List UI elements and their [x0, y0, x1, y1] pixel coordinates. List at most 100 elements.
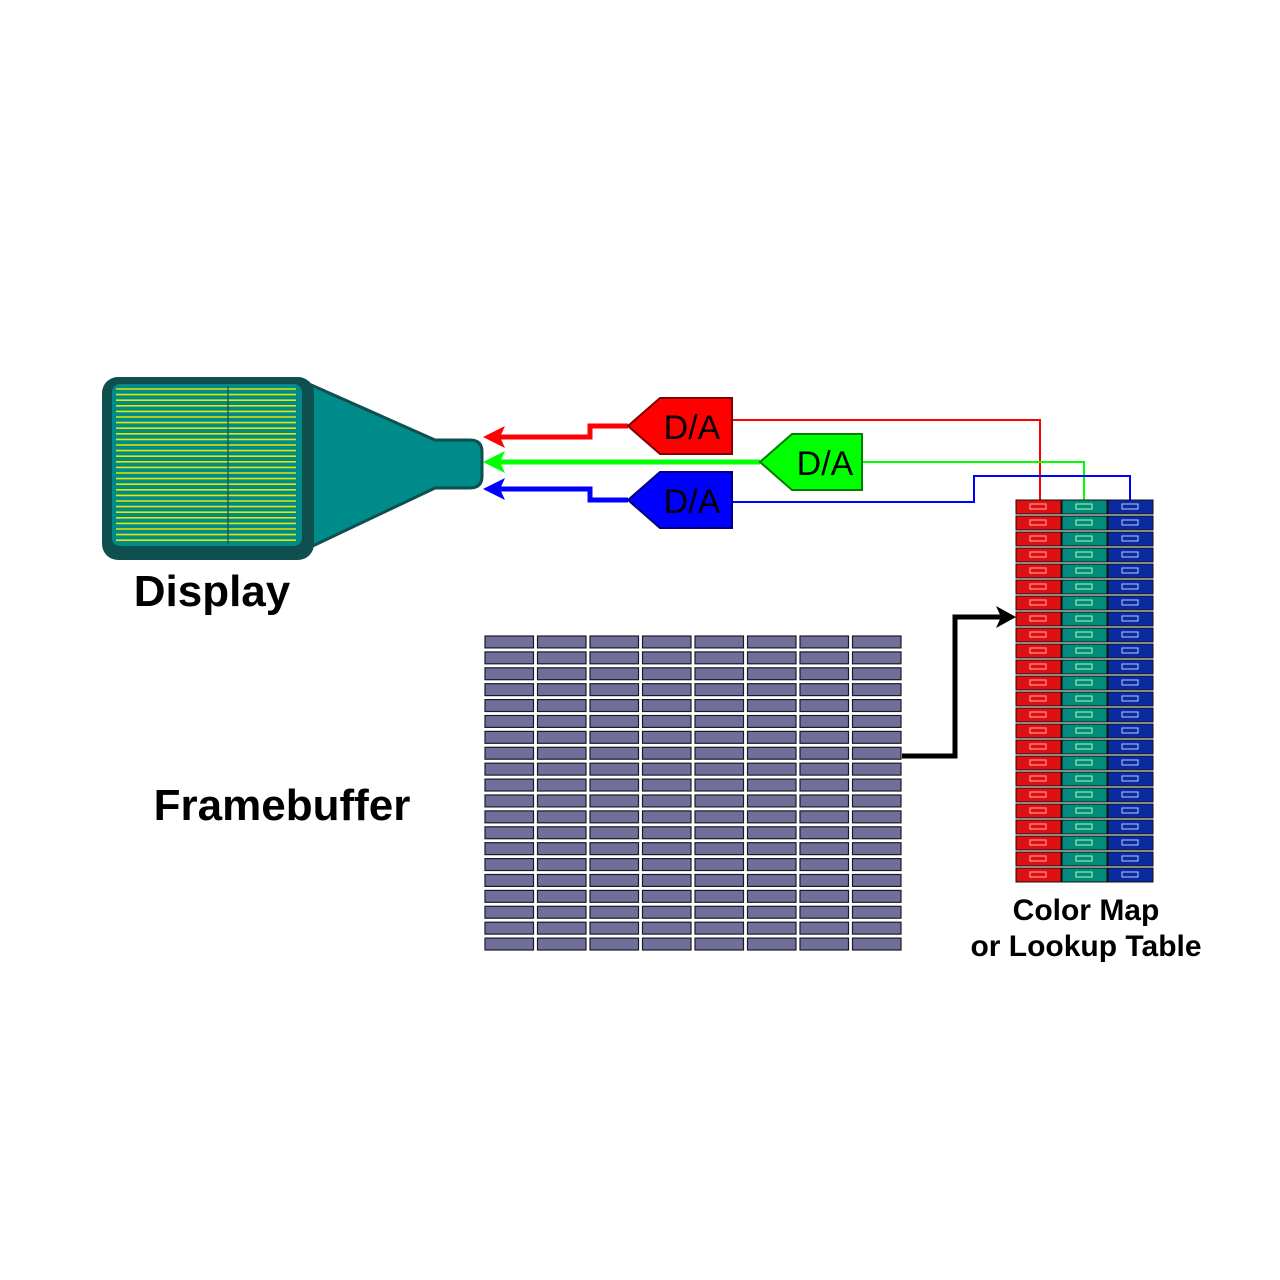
- lut-entry-value: [1121, 583, 1139, 590]
- red-wire: [732, 419, 1041, 500]
- framebuffer-cell: [851, 651, 902, 665]
- lut-entry-value: [1121, 551, 1139, 558]
- lut-entry: [1061, 691, 1108, 707]
- lut-entry: [1061, 723, 1108, 739]
- framebuffer-cell: [589, 889, 640, 903]
- lut-entry-value: [1075, 743, 1093, 750]
- framebuffer-cell: [694, 842, 745, 856]
- lut-entry-value: [1121, 599, 1139, 606]
- lut-entry: [1015, 851, 1062, 867]
- lut-entry-value: [1075, 535, 1093, 542]
- lut-entry: [1107, 579, 1154, 595]
- lut-entry: [1107, 643, 1154, 659]
- framebuffer-cell: [746, 746, 797, 760]
- framebuffer-cell: [641, 778, 692, 792]
- framebuffer-cell: [694, 905, 745, 919]
- lut-entry-value: [1075, 839, 1093, 846]
- framebuffer-cell: [851, 937, 902, 951]
- framebuffer-cell: [536, 889, 587, 903]
- framebuffer-cell: [536, 683, 587, 697]
- lut-entry: [1061, 707, 1108, 723]
- framebuffer-cell: [536, 762, 587, 776]
- lut-entry: [1015, 547, 1062, 563]
- lut-entry: [1015, 803, 1062, 819]
- lut-entry: [1107, 723, 1154, 739]
- lut-entry: [1107, 547, 1154, 563]
- lookup-table-label: or Lookup Table: [970, 930, 1201, 963]
- lut-entry-value: [1121, 615, 1139, 622]
- lut-entry: [1015, 499, 1062, 515]
- lut-entry: [1061, 579, 1108, 595]
- framebuffer-cell: [851, 778, 902, 792]
- lut-entry-value: [1029, 631, 1047, 638]
- framebuffer-cell: [536, 667, 587, 681]
- framebuffer-cell: [589, 714, 640, 728]
- lut-entry-value: [1075, 647, 1093, 654]
- lut-entry: [1107, 819, 1154, 835]
- lut-entry: [1015, 787, 1062, 803]
- framebuffer-cell: [851, 889, 902, 903]
- lut-entry-value: [1121, 727, 1139, 734]
- lut-entry: [1015, 659, 1062, 675]
- lut-entry: [1061, 739, 1108, 755]
- framebuffer-cell: [746, 842, 797, 856]
- index-pointer-arrow: [902, 614, 1002, 759]
- framebuffer-cell: [589, 857, 640, 872]
- da-converter-green-shape: [758, 433, 863, 491]
- lut-entry: [1015, 579, 1062, 595]
- color-lookup-table: [1015, 499, 1154, 883]
- framebuffer-cell: [536, 905, 587, 919]
- lut-entry-value: [1029, 791, 1047, 798]
- lut-entry: [1107, 499, 1154, 515]
- framebuffer-cell: [641, 873, 692, 887]
- da-converter-green: D/A: [758, 433, 863, 491]
- da-converter-red: D/A: [626, 397, 733, 455]
- framebuffer-cell: [799, 762, 850, 776]
- framebuffer-cell: [641, 842, 692, 856]
- framebuffer-cell: [536, 873, 587, 887]
- lut-entry: [1061, 627, 1108, 643]
- framebuffer-cell: [694, 651, 745, 665]
- framebuffer-cell: [484, 683, 535, 697]
- lut-entry: [1061, 835, 1108, 851]
- lut-entry: [1015, 835, 1062, 851]
- framebuffer-cell: [589, 810, 640, 824]
- lut-entry-value: [1029, 839, 1047, 846]
- framebuffer-cell: [536, 842, 587, 856]
- lut-entry: [1107, 835, 1154, 851]
- lut-entry-value: [1075, 775, 1093, 782]
- framebuffer-cell: [746, 730, 797, 744]
- lut-entry-value: [1029, 823, 1047, 830]
- framebuffer-cell: [746, 762, 797, 776]
- framebuffer-cell: [694, 683, 745, 697]
- red-arrow: [496, 423, 628, 440]
- framebuffer-cell: [641, 826, 692, 840]
- framebuffer-cell: [746, 698, 797, 713]
- framebuffer-cell: [746, 778, 797, 792]
- lut-entry: [1015, 675, 1062, 691]
- lut-entry-value: [1075, 855, 1093, 862]
- lut-entry-value: [1029, 567, 1047, 574]
- lut-entry-value: [1075, 503, 1093, 510]
- signal-wires: [732, 419, 1131, 503]
- framebuffer-cell: [799, 857, 850, 872]
- framebuffer-grid: [484, 635, 902, 951]
- da-converter-blue-shape: [626, 471, 733, 529]
- framebuffer-cell: [851, 842, 902, 856]
- framebuffer-cell: [746, 810, 797, 824]
- crt-screen: [112, 384, 302, 546]
- lut-entry-value: [1121, 647, 1139, 654]
- framebuffer-cell: [484, 778, 535, 792]
- framebuffer-cell: [589, 730, 640, 744]
- lut-entry: [1107, 515, 1154, 531]
- framebuffer-cell: [484, 857, 535, 872]
- framebuffer-cell: [851, 826, 902, 840]
- framebuffer-cell: [851, 683, 902, 697]
- framebuffer-cell: [851, 730, 902, 744]
- lut-entry-value: [1029, 583, 1047, 590]
- lut-entry-value: [1029, 743, 1047, 750]
- framebuffer-cell: [851, 762, 902, 776]
- framebuffer-cell: [746, 937, 797, 951]
- framebuffer-cell: [641, 651, 692, 665]
- crt-neck: [298, 377, 484, 555]
